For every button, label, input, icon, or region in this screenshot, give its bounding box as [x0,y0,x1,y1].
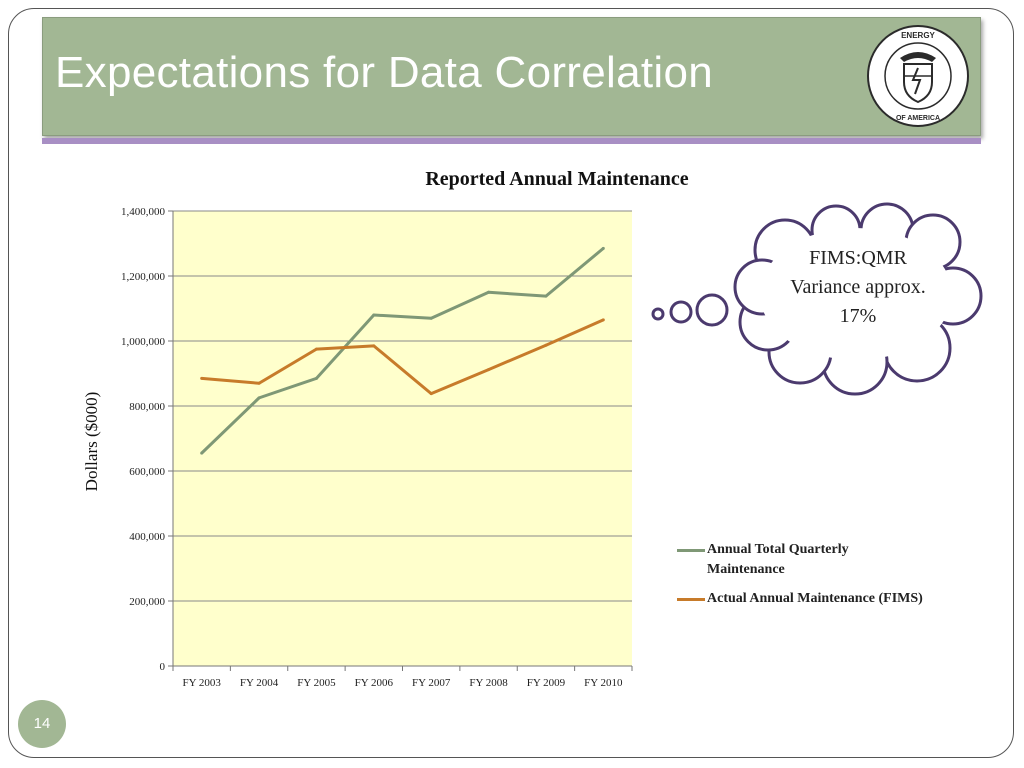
data-point [314,376,318,380]
chart-title: Reported Annual Maintenance [425,168,688,190]
callout-line-2: Variance approx. [790,276,926,298]
legend-swatch-fims [677,598,705,601]
svg-text:OF AMERICA: OF AMERICA [896,115,940,122]
y-tick-label: 1,200,000 [121,271,166,283]
data-point [257,381,261,385]
title-bar: Expectations for Data Correlation [42,17,981,136]
data-point [429,316,433,320]
x-tick-label: FY 2010 [584,677,623,689]
x-tick-label: FY 2003 [182,677,221,689]
legend-label-total: Annual Total Quarterly Maintenance [707,542,849,577]
x-tick-label: FY 2006 [355,677,394,689]
y-axis-label: Dollars ($000) [82,392,101,492]
chart-legend: Annual Total Quarterly Maintenance Actua… [677,540,927,618]
data-point [544,343,548,347]
slide-title: Expectations for Data Correlation [55,48,713,97]
legend-item-fims: Actual Annual Maintenance (FIMS) [677,589,927,609]
data-point [601,246,605,250]
data-point [487,368,491,372]
plot-area [173,211,632,666]
x-tick-label: FY 2007 [412,677,451,689]
y-tick-label: 0 [160,661,166,673]
x-tick-label: FY 2009 [527,677,566,689]
data-point [429,392,433,396]
y-tick-label: 1,000,000 [121,336,166,348]
y-tick-label: 400,000 [129,531,165,543]
series-line-2 [201,318,604,396]
legend-swatch-total [677,549,705,552]
legend-item-total: Annual Total Quarterly Maintenance [677,540,927,580]
data-point [372,313,376,317]
page-number-badge: 14 [18,700,66,748]
data-point [200,451,204,455]
y-tick-label: 1,400,000 [121,206,166,218]
callout-line-1: FIMS:QMR [809,247,907,269]
y-tick-label: 600,000 [129,466,165,478]
data-point [314,347,318,351]
data-point [601,318,605,322]
doe-seal-icon: ENERGY OF AMERICA [867,25,969,127]
svg-text:ENERGY: ENERGY [901,31,935,40]
data-point [372,344,376,348]
series-line-1 [200,247,605,455]
x-tick-label: FY 2004 [240,677,279,689]
x-tick-label: FY 2008 [469,677,508,689]
data-point [200,376,204,380]
callout-line-3: 17% [839,305,877,327]
accent-line [42,138,981,144]
data-point [544,294,548,298]
data-point [257,396,261,400]
legend-label-fims: Actual Annual Maintenance (FIMS) [707,591,923,606]
y-tick-label: 200,000 [129,596,165,608]
y-tick-label: 800,000 [129,401,165,413]
callout-text: FIMS:QMR Variance approx. 17% [768,244,948,331]
x-tick-label: FY 2005 [297,677,336,689]
data-point [487,290,491,294]
